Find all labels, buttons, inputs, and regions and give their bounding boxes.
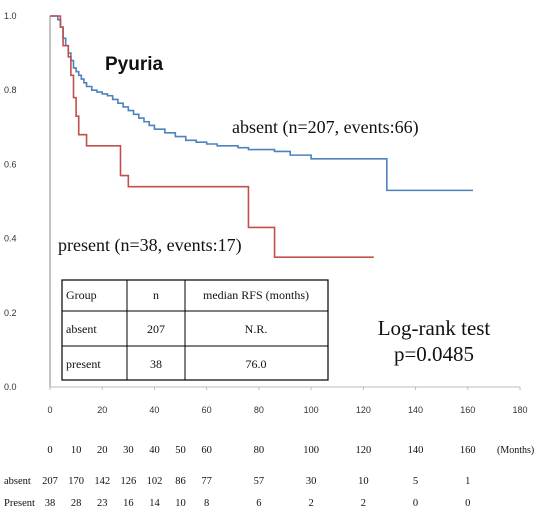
risk-count: 207 bbox=[42, 476, 58, 487]
risk-count: 102 bbox=[147, 476, 163, 487]
y-tick-label: 0.4 bbox=[4, 234, 17, 244]
risk-count: 10 bbox=[175, 498, 186, 509]
risk-time-label: 20 bbox=[97, 445, 108, 456]
y-tick-label: 0.8 bbox=[4, 85, 17, 95]
x-tick-label: 80 bbox=[254, 405, 264, 415]
risk-count: 38 bbox=[45, 498, 56, 509]
risk-count: 126 bbox=[120, 476, 136, 487]
summary-row-present-median: 76.0 bbox=[246, 357, 267, 371]
risk-time-label: 40 bbox=[149, 445, 160, 456]
risk-time-label: 10 bbox=[71, 445, 82, 456]
risk-count: 170 bbox=[68, 476, 84, 487]
survival-curves bbox=[50, 15, 473, 258]
risk-time-label: 140 bbox=[408, 445, 424, 456]
present-series-label: present (n=38, events:17) bbox=[58, 235, 242, 256]
risk-time-label: 60 bbox=[201, 445, 212, 456]
summary-header-n: n bbox=[153, 288, 159, 302]
logrank-label: Log-rank test bbox=[378, 316, 491, 340]
x-tick-label: 60 bbox=[202, 405, 212, 415]
x-ticks: 0 20 40 60 80 100 120 140 160 180 bbox=[47, 387, 528, 415]
risk-time-label: 100 bbox=[303, 445, 319, 456]
x-tick-label: 40 bbox=[149, 405, 159, 415]
summary-row-present-n: 38 bbox=[150, 357, 162, 371]
y-ticks: 0.0 0.2 0.4 0.6 0.8 1.0 bbox=[4, 11, 17, 392]
risk-table: 0 10 20 30 40 50 60 80 100 120 140 160 (Months)absen… bbox=[4, 445, 534, 509]
risk-row-label: Present bbox=[4, 498, 35, 509]
summary-table-border bbox=[61, 279, 329, 381]
summary-header-group: Group bbox=[66, 288, 97, 302]
summary-row-absent-n: 207 bbox=[147, 322, 165, 336]
risk-time-label: 80 bbox=[254, 445, 265, 456]
y-tick-label: 0.2 bbox=[4, 308, 17, 318]
risk-time-label: 0 bbox=[47, 445, 52, 456]
y-tick-label: 1.0 bbox=[4, 11, 17, 21]
risk-count: 0 bbox=[413, 498, 418, 509]
risk-time-label: 30 bbox=[123, 445, 134, 456]
risk-count: 2 bbox=[361, 498, 366, 509]
summary-table: Group n median RFS (months) absent 207 N… bbox=[61, 279, 329, 381]
risk-count: 86 bbox=[175, 476, 186, 487]
x-tick-label: 100 bbox=[304, 405, 319, 415]
chart-title: Pyuria bbox=[105, 54, 164, 75]
x-tick-label: 0 bbox=[47, 405, 52, 415]
risk-count: 14 bbox=[149, 498, 160, 509]
x-tick-label: 140 bbox=[408, 405, 423, 415]
risk-count: 6 bbox=[256, 498, 261, 509]
risk-row-label: absent bbox=[4, 476, 31, 487]
risk-time-label: 120 bbox=[355, 445, 371, 456]
risk-count: 10 bbox=[358, 476, 369, 487]
risk-count: 23 bbox=[97, 498, 108, 509]
risk-time-label: 50 bbox=[175, 445, 186, 456]
x-tick-label: 120 bbox=[356, 405, 371, 415]
summary-row-present-group: present bbox=[66, 357, 101, 371]
risk-count: 1 bbox=[465, 476, 470, 487]
risk-unit-label: (Months) bbox=[497, 445, 534, 456]
present-curve bbox=[50, 15, 374, 258]
risk-count: 142 bbox=[94, 476, 110, 487]
risk-time-label: 160 bbox=[460, 445, 476, 456]
risk-count: 16 bbox=[123, 498, 134, 509]
logrank-pvalue: p=0.0485 bbox=[394, 342, 474, 366]
summary-row-absent-group: absent bbox=[66, 322, 97, 336]
x-tick-label: 20 bbox=[97, 405, 107, 415]
y-tick-label: 0.6 bbox=[4, 159, 17, 169]
absent-series-label: absent (n=207, events:66) bbox=[232, 117, 419, 138]
risk-count: 28 bbox=[71, 498, 82, 509]
y-tick-label: 0.0 bbox=[4, 382, 17, 392]
x-tick-label: 160 bbox=[460, 405, 475, 415]
summary-row-absent-median: N.R. bbox=[245, 322, 268, 336]
risk-count: 57 bbox=[254, 476, 265, 487]
absent-curve bbox=[50, 15, 473, 192]
summary-header-median: median RFS (months) bbox=[203, 288, 309, 302]
x-tick-label: 180 bbox=[512, 405, 527, 415]
axes bbox=[49, 16, 520, 388]
risk-count: 2 bbox=[308, 498, 313, 509]
risk-count: 5 bbox=[413, 476, 418, 487]
risk-count: 8 bbox=[204, 498, 209, 509]
risk-count: 77 bbox=[201, 476, 212, 487]
risk-count: 30 bbox=[306, 476, 317, 487]
risk-count: 0 bbox=[465, 498, 470, 509]
